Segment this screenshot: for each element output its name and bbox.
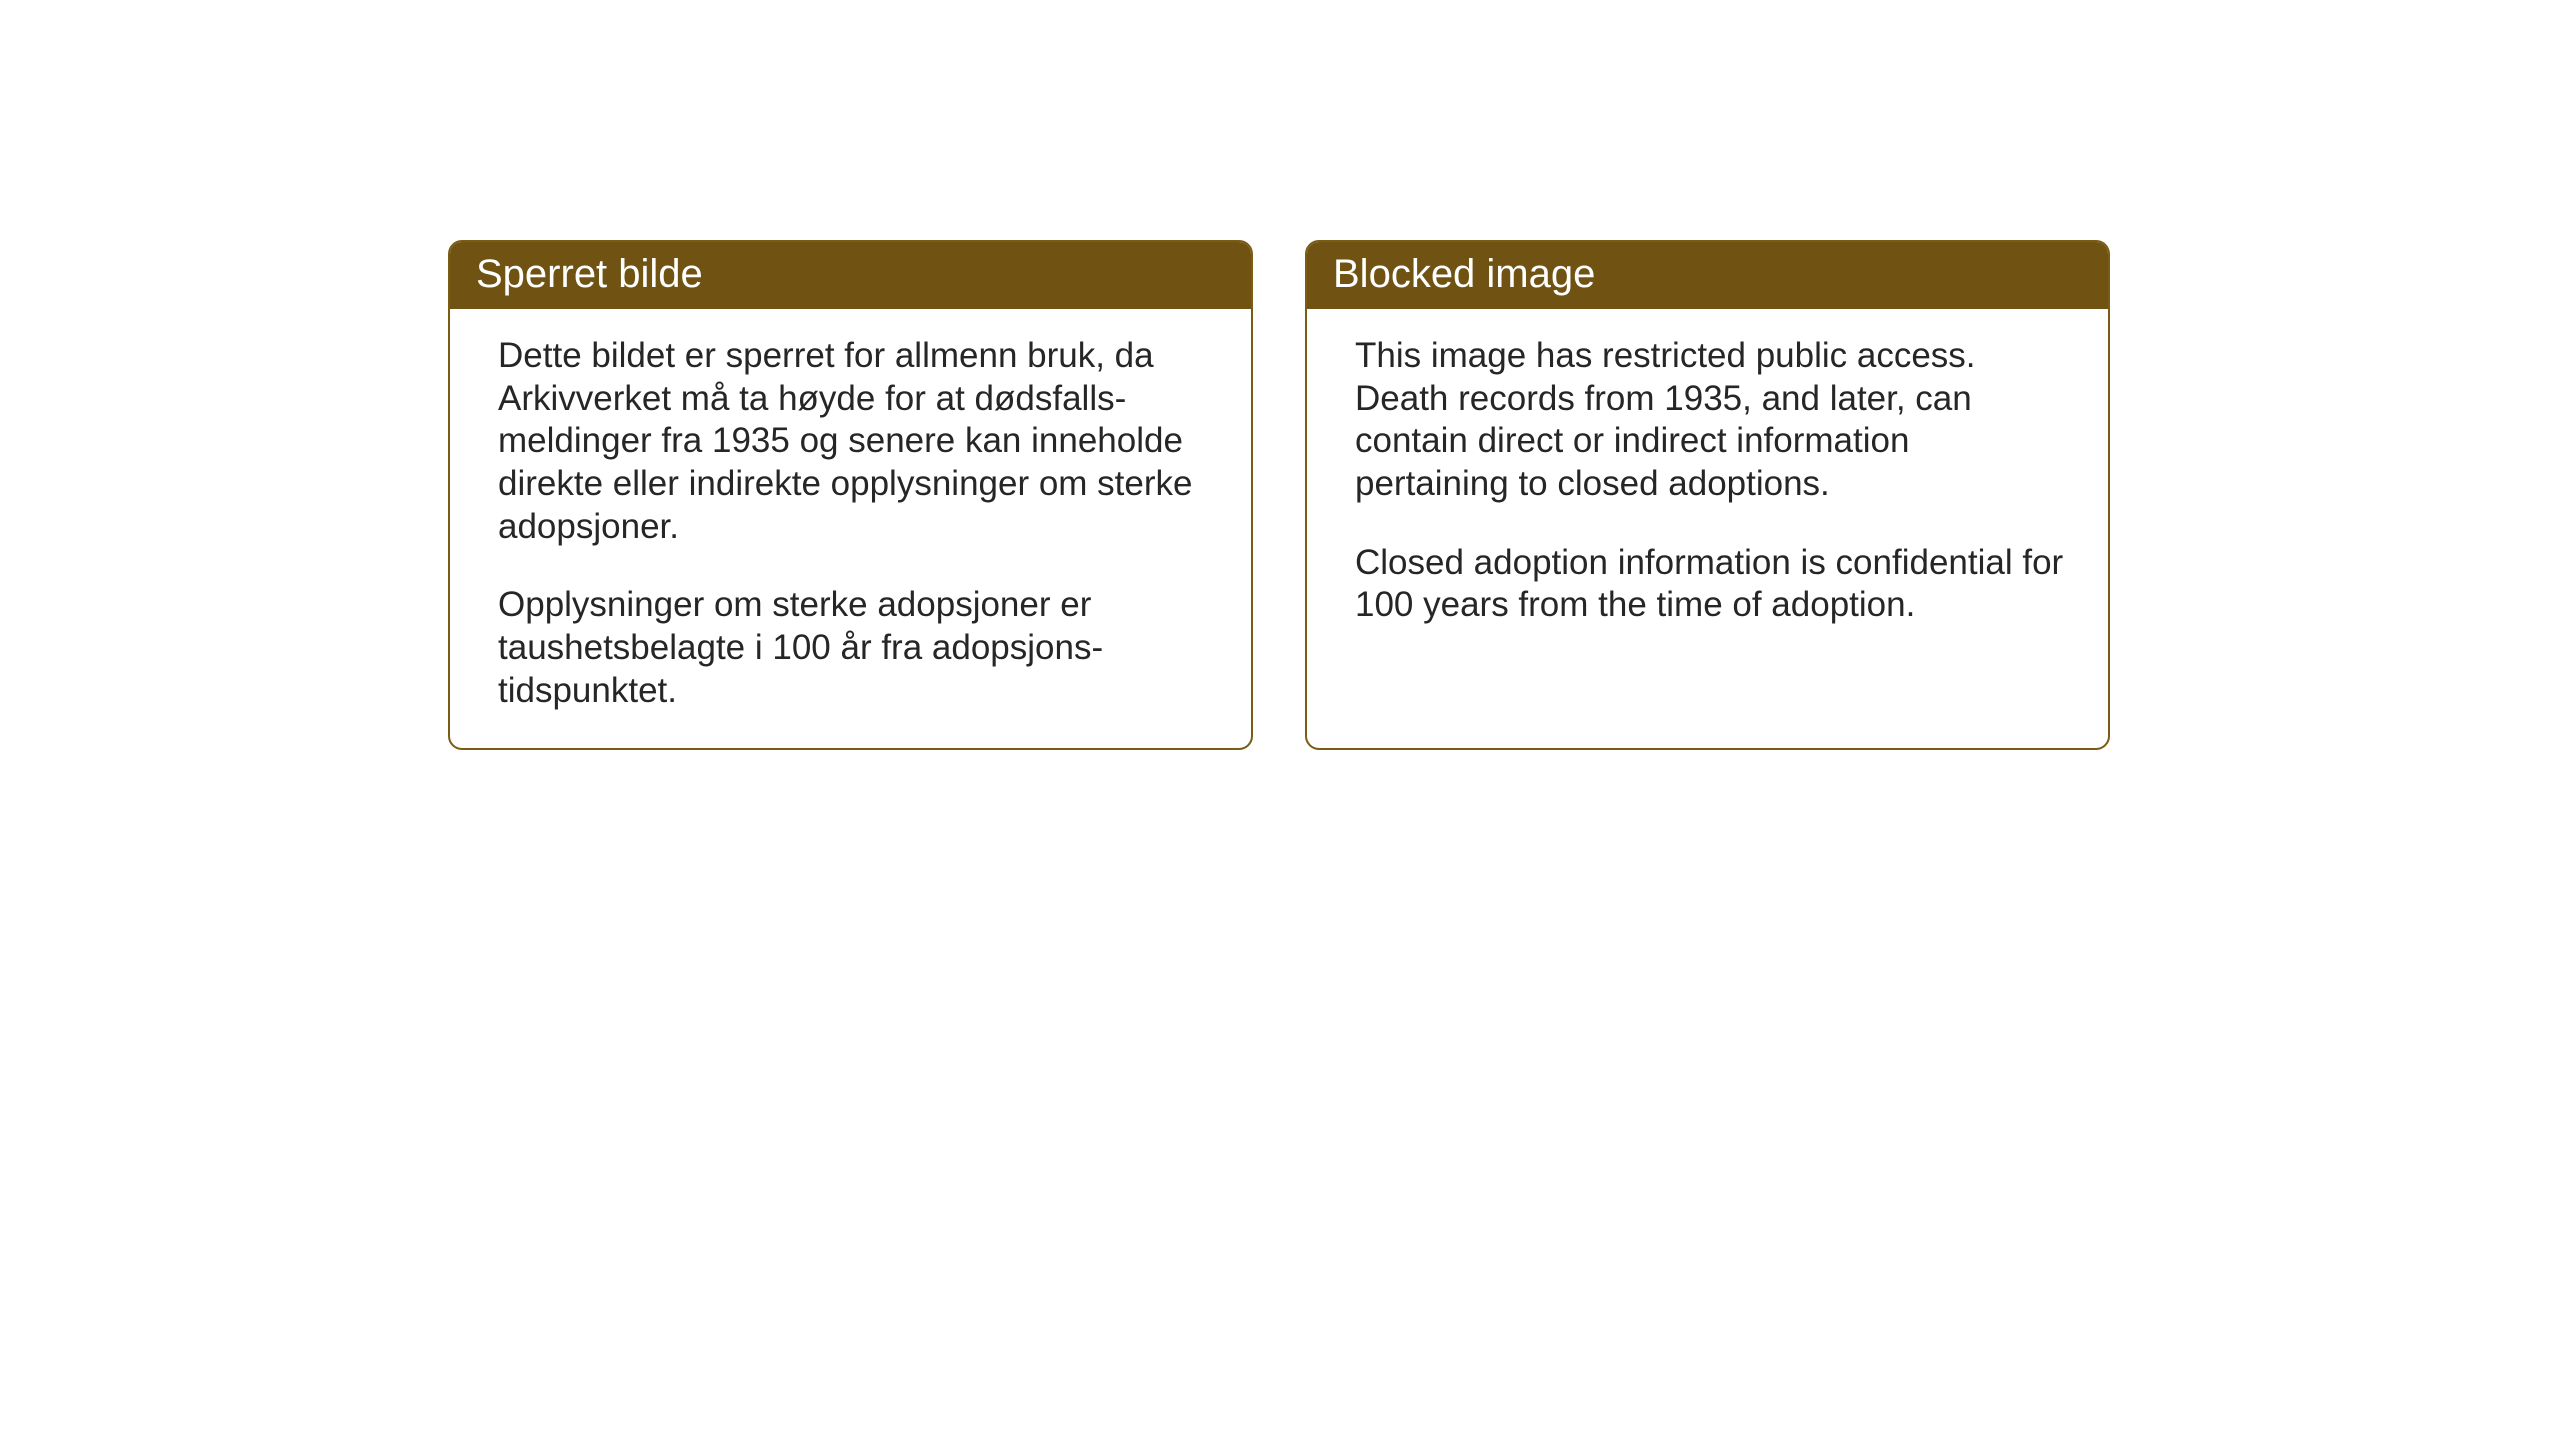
notice-paragraph: Dette bildet er sperret for allmenn bruk… — [498, 335, 1211, 548]
notice-paragraph: Closed adoption information is confident… — [1355, 542, 2068, 627]
notice-header-english: Blocked image — [1307, 242, 2108, 309]
notice-container: Sperret bilde Dette bildet er sperret fo… — [0, 0, 2560, 750]
notice-paragraph: Opplysninger om sterke adopsjoner er tau… — [498, 584, 1211, 712]
notice-body-english: This image has restricted public access.… — [1307, 309, 2108, 661]
notice-header-norwegian: Sperret bilde — [450, 242, 1251, 309]
notice-body-norwegian: Dette bildet er sperret for allmenn bruk… — [450, 309, 1251, 747]
notice-card-norwegian: Sperret bilde Dette bildet er sperret fo… — [448, 240, 1253, 750]
notice-paragraph: This image has restricted public access.… — [1355, 335, 2068, 506]
notice-card-english: Blocked image This image has restricted … — [1305, 240, 2110, 750]
